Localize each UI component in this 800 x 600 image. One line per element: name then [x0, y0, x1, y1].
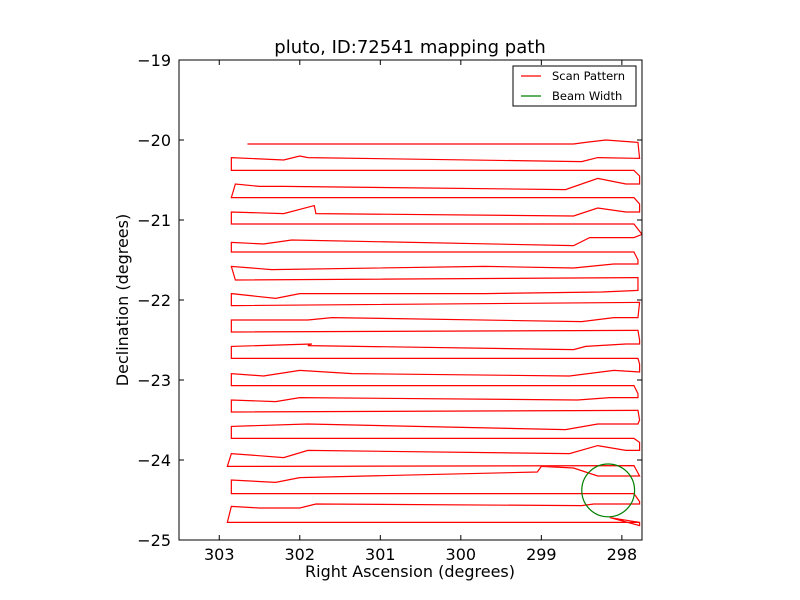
x-tick-label: 302 [285, 545, 316, 564]
plot-area [179, 60, 642, 540]
x-tick-label: 301 [365, 545, 396, 564]
x-axis-label: Right Ascension (degrees) [305, 562, 515, 581]
plot-marks [226, 139, 642, 527]
scan-pattern-line [226, 139, 642, 527]
legend: Scan Pattern Beam Width [512, 65, 637, 107]
beam-width-circle [581, 463, 636, 518]
y-tick-label: −25 [137, 531, 171, 550]
chart-title: pluto, ID:72541 mapping path [274, 37, 545, 58]
x-tick-label: 299 [526, 545, 557, 564]
x-tick-label: 300 [446, 545, 477, 564]
legend-box [512, 65, 637, 107]
y-tick-label: −23 [137, 371, 171, 390]
x-tick-label: 298 [607, 545, 638, 564]
y-tick-label: −19 [137, 51, 171, 70]
x-tick-label: 303 [204, 545, 235, 564]
legend-label-scan: Scan Pattern [552, 69, 625, 83]
y-tick-label: −20 [137, 131, 171, 150]
axis-ticks: 303 302 301 300 299 298 −19 −20 −21 −22 −23 −24 −25 [137, 51, 642, 564]
y-tick-label: −22 [137, 291, 171, 310]
y-axis-label: Declination (degrees) [113, 214, 132, 386]
y-tick-label: −21 [137, 211, 171, 230]
legend-label-beam: Beam Width [552, 89, 622, 103]
y-tick-label: −24 [137, 451, 171, 470]
